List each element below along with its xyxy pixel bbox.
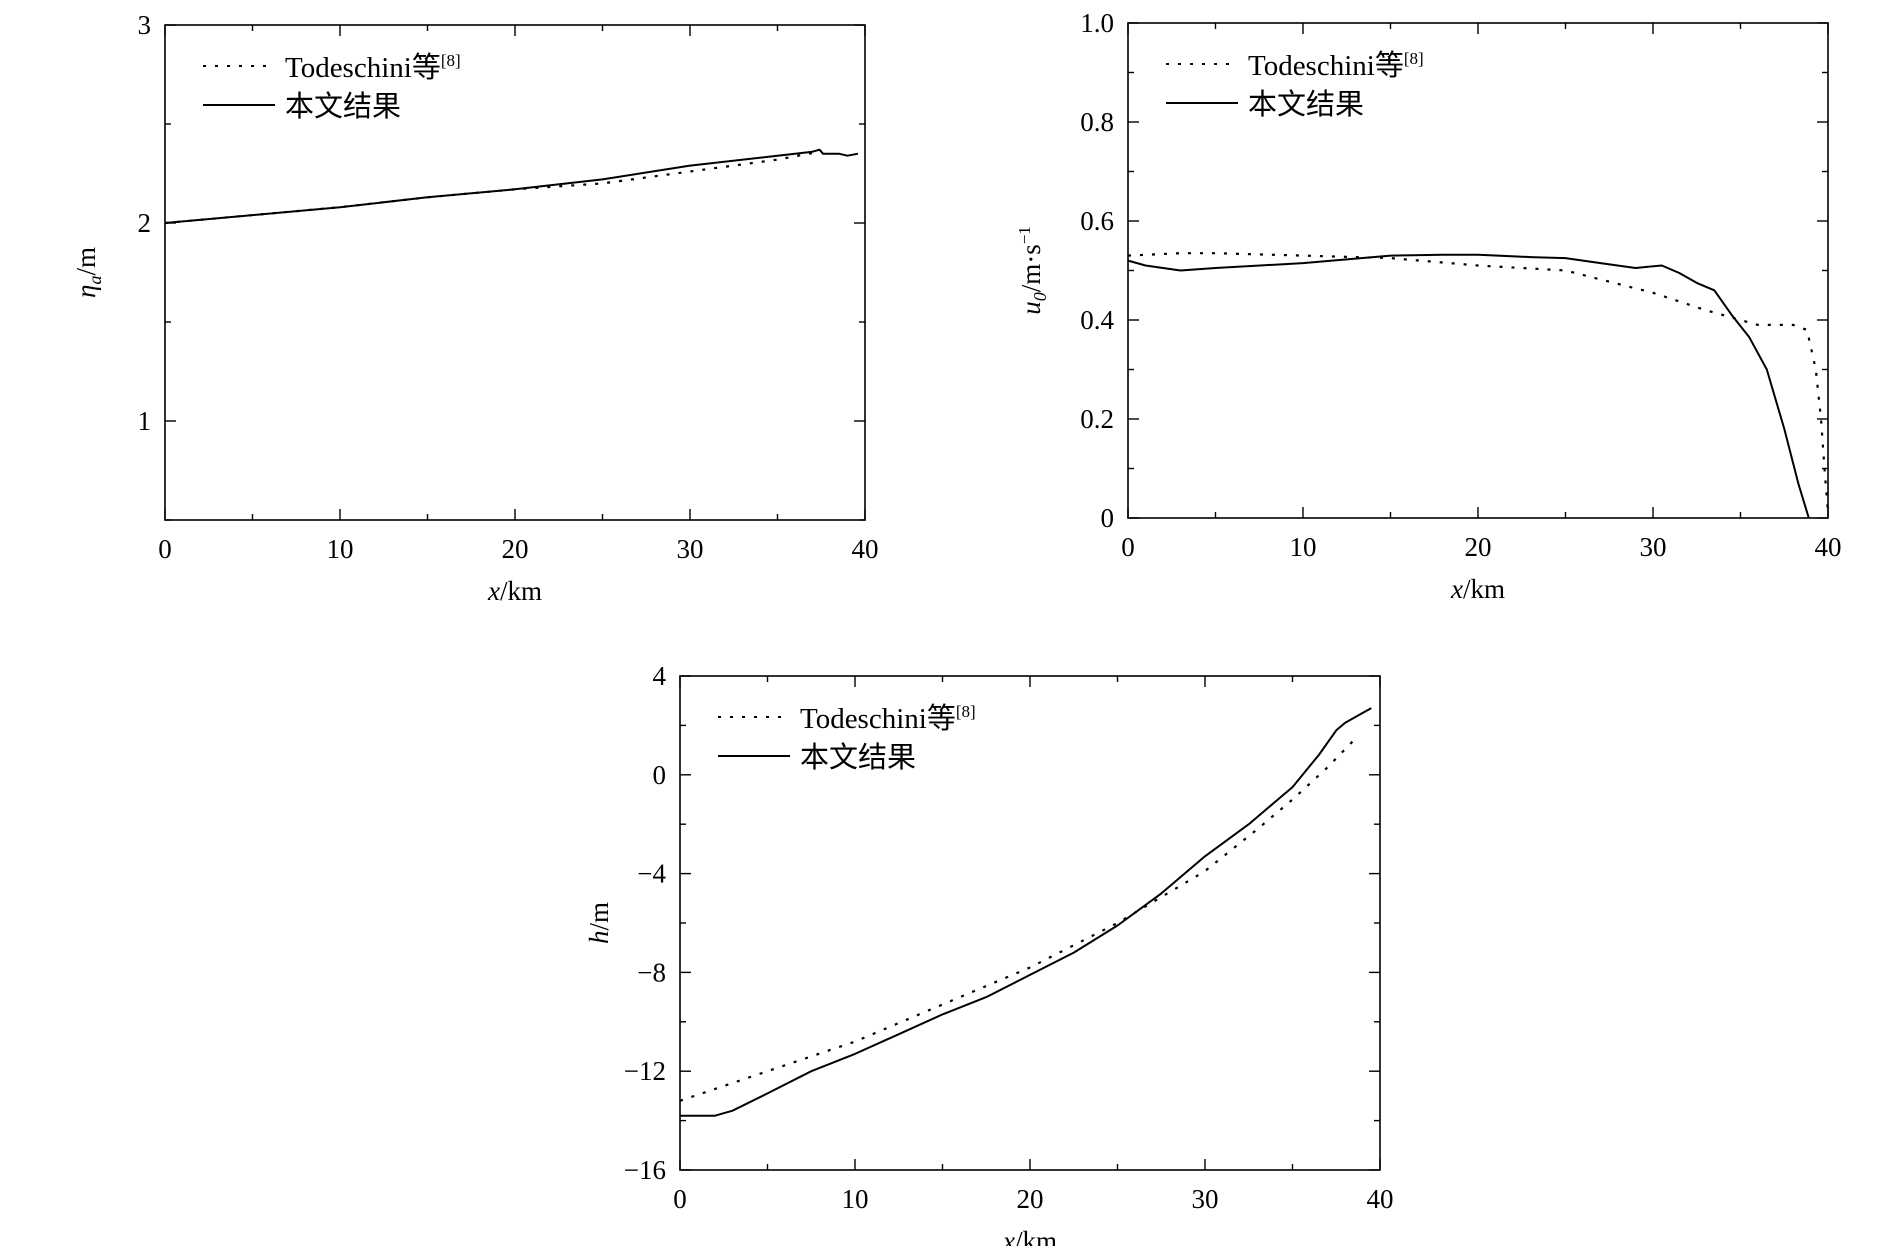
x-tick-label: 30 bbox=[1192, 1184, 1219, 1214]
x-axis-var: x bbox=[1450, 574, 1463, 604]
y-tick-label: 4 bbox=[653, 661, 667, 691]
legend-label: 本文结果 bbox=[285, 90, 401, 123]
y-axis-label: h/m bbox=[584, 902, 614, 944]
y-tick-label: 0.8 bbox=[1080, 107, 1114, 137]
plot-frame bbox=[1127, 22, 1829, 519]
y-tick-label: 0.6 bbox=[1080, 206, 1114, 236]
y-axis-unit: /m bbox=[71, 247, 101, 276]
y-tick-label: 0.4 bbox=[1080, 305, 1114, 335]
legend-label: Todeschini等 bbox=[1248, 49, 1404, 82]
legend-entry: Todeschini等[8] bbox=[800, 702, 976, 735]
x-tick-label: 0 bbox=[673, 1184, 687, 1214]
x-tick-label: 20 bbox=[502, 534, 529, 564]
x-tick-label: 40 bbox=[1815, 532, 1842, 562]
legend-citation: [8] bbox=[956, 702, 976, 721]
y-tick-label: 0 bbox=[653, 760, 667, 790]
series-line-present-result bbox=[164, 148, 859, 224]
x-axis-unit: /km bbox=[500, 576, 542, 606]
legend-label: 本文结果 bbox=[1248, 88, 1364, 121]
legend-citation: [8] bbox=[441, 51, 461, 70]
y-tick-label: −4 bbox=[637, 859, 666, 889]
y-tick-label: −12 bbox=[624, 1056, 666, 1086]
y-tick-label: 1.0 bbox=[1080, 8, 1114, 38]
plot-frame bbox=[164, 24, 866, 521]
x-axis-label: x/km bbox=[487, 576, 542, 606]
x-tick-label: 40 bbox=[852, 534, 879, 564]
x-tick-label: 10 bbox=[327, 534, 354, 564]
chart-3: 0 10 20 30 4040−4−8−12−16x/kmh/mTodeschini等[… bbox=[584, 661, 1394, 1251]
y-tick-label: −8 bbox=[637, 957, 666, 987]
y-axis-sub: a bbox=[85, 276, 105, 285]
y-axis-var: η bbox=[71, 285, 101, 298]
x-axis-unit: /km bbox=[1015, 1226, 1057, 1246]
series-line-present-result bbox=[680, 707, 1372, 1117]
x-axis-var: x bbox=[487, 576, 500, 606]
x-tick-label: 30 bbox=[677, 534, 704, 564]
legend-label: Todeschini等 bbox=[800, 702, 956, 735]
series-line-todeschini bbox=[1127, 252, 1830, 514]
x-axis-label: x/km bbox=[1450, 574, 1505, 604]
series-line-todeschini bbox=[679, 739, 1355, 1102]
legend-entry: 本文结果 bbox=[800, 741, 916, 774]
y-tick-label: −16 bbox=[624, 1155, 666, 1185]
y-axis-var: h bbox=[584, 931, 614, 945]
y-axis-var: u bbox=[1016, 301, 1046, 315]
y-tick-label: 0 bbox=[1101, 503, 1115, 533]
x-tick-label: 20 bbox=[1465, 532, 1492, 562]
legend-entry: Todeschini等[8] bbox=[285, 51, 461, 84]
legend-entry: Todeschini等[8] bbox=[1248, 49, 1424, 82]
x-tick-label: 30 bbox=[1640, 532, 1667, 562]
x-tick-label: 0 bbox=[1121, 532, 1135, 562]
y-axis-label: ηa/m bbox=[71, 247, 105, 298]
x-tick-label: 10 bbox=[842, 1184, 869, 1214]
chart-1: 0 10 20 30 40 1 2 3 x/km ηa/m Todeschini等[8] 本文结果 bbox=[71, 10, 879, 606]
y-tick-label: 3 bbox=[138, 10, 152, 40]
x-tick-label: 40 bbox=[1367, 1184, 1394, 1214]
y-axis-sub: 0 bbox=[1030, 292, 1050, 301]
y-axis-sup: −1 bbox=[1015, 226, 1034, 244]
legend-label: 本文结果 bbox=[800, 741, 916, 774]
y-axis-unit: /m·s bbox=[1016, 244, 1046, 292]
y-tick-label: 0.2 bbox=[1080, 404, 1114, 434]
y-tick-label: 1 bbox=[138, 406, 152, 436]
legend-entry: 本文结果 bbox=[285, 90, 401, 123]
plot-frame bbox=[679, 675, 1381, 1171]
x-axis-label: x/km bbox=[1002, 1226, 1057, 1246]
series-line-present-result bbox=[1127, 253, 1810, 519]
x-axis-unit: /km bbox=[1463, 574, 1505, 604]
y-axis-label: u0/m·s−1 bbox=[1015, 226, 1050, 315]
legend-citation: [8] bbox=[1404, 49, 1424, 68]
legend-entry: 本文结果 bbox=[1248, 88, 1364, 121]
chart-2: 0 10 20 30 4000.20.40.60.81.0x/kmu0/m·s−1Tod… bbox=[1015, 8, 1842, 604]
legend-label: Todeschini等 bbox=[285, 51, 441, 84]
x-tick-label: 0 bbox=[158, 534, 172, 564]
x-tick-label: 10 bbox=[1290, 532, 1317, 562]
x-axis-var: x bbox=[1002, 1226, 1015, 1246]
y-tick-label: 2 bbox=[138, 208, 152, 238]
x-tick-label: 20 bbox=[1017, 1184, 1044, 1214]
y-axis-unit: /m bbox=[584, 902, 614, 931]
